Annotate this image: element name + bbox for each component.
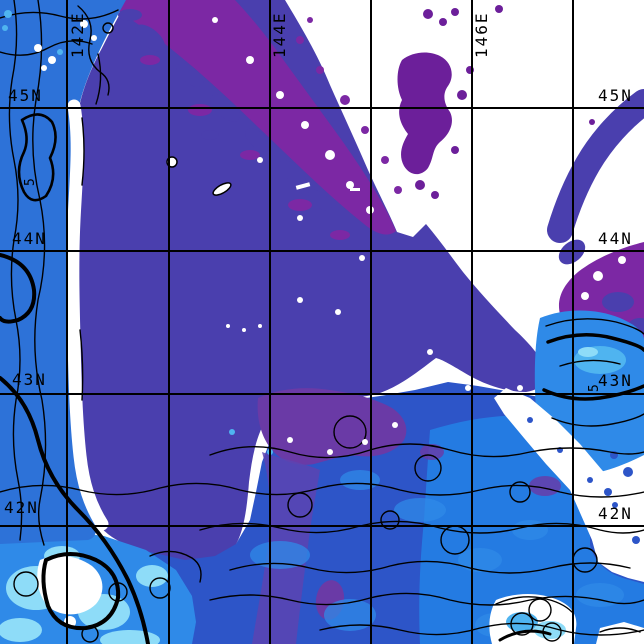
lat-label-44n-left: 44N (12, 229, 47, 248)
lat-label-45n-right: 45N (598, 86, 633, 105)
west-coastal-band (0, 0, 126, 544)
lat-label-42n-right: 42N (598, 504, 633, 523)
contour-label-5-west: 5 (23, 176, 38, 186)
outlined-islet-2 (212, 182, 232, 196)
warm-patch-hook (397, 5, 613, 199)
gridline-lat-45n (0, 107, 644, 109)
south-sea-mottling (250, 470, 624, 637)
contour-label-5-east: 5 (587, 382, 602, 392)
gridline-lat-42n (0, 525, 644, 527)
gridline-lat-44n (0, 250, 644, 252)
lon-label-146e: 146E (472, 11, 491, 58)
gridline-lat-43n (0, 393, 644, 395)
lat-label-43n-left: 43N (12, 370, 47, 389)
band-white-flecks (212, 17, 374, 214)
gridline-lon-146e (471, 0, 473, 644)
gridline-lon-147e (572, 0, 574, 644)
band-mottling-indigo (118, 9, 332, 211)
gridline-lon-142e (66, 0, 68, 644)
coastline-strip (66, 99, 109, 531)
gridline-lon-143e (168, 0, 170, 644)
lat-label-42n-left: 42N (4, 498, 39, 517)
lat-label-44n-right: 44N (598, 229, 633, 248)
lon-label-144e: 144E (270, 11, 289, 58)
warm-water-band (100, 0, 402, 240)
lat-label-45n-left: 45N (8, 86, 43, 105)
speckles (2, 10, 523, 455)
gridline-lon-144e (269, 0, 271, 644)
lon-label-142e: 142E (68, 11, 87, 58)
gridline-lon-145e (370, 0, 372, 644)
main-water-mass (71, 0, 547, 561)
lat-label-43n-right: 43N (598, 371, 633, 390)
